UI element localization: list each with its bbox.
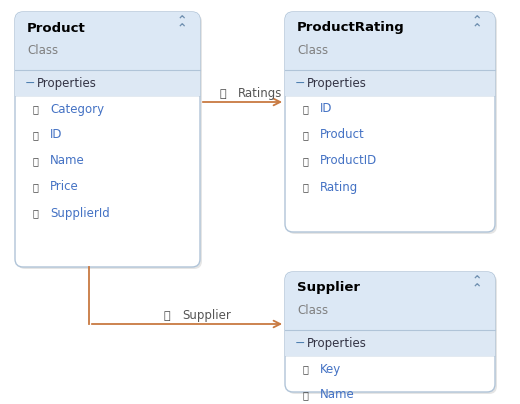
Text: Product: Product [27,21,86,34]
Text: Properties: Properties [37,76,97,90]
Text: 🔧: 🔧 [302,156,308,166]
Bar [15,41,200,70]
FancyBboxPatch shape [17,14,202,269]
Text: ID: ID [50,128,62,141]
Text: SupplierId: SupplierId [50,206,110,219]
Text: Key: Key [320,362,341,375]
Text: 🔧: 🔧 [302,364,308,374]
FancyBboxPatch shape [285,272,495,330]
Text: 🔧: 🔧 [164,311,171,321]
Text: Category: Category [50,103,104,116]
Text: ProductID: ProductID [320,154,377,168]
Text: 🔧: 🔧 [302,390,308,400]
Text: ⌃: ⌃ [472,276,482,288]
Text: 🔧: 🔧 [32,156,38,166]
Text: ⌃: ⌃ [472,15,482,29]
Bar [285,41,495,70]
FancyBboxPatch shape [285,12,495,70]
Text: 🔧: 🔧 [302,182,308,192]
Text: ProductRating: ProductRating [297,21,405,34]
Text: Class: Class [27,44,58,57]
Text: −: − [25,76,35,90]
FancyBboxPatch shape [287,14,497,234]
Text: −: − [295,337,306,349]
Bar [15,70,200,96]
Text: ⌃: ⌃ [177,15,187,29]
Text: 🔧: 🔧 [32,208,38,218]
Text: −: − [295,76,306,90]
Text: 🔧: 🔧 [32,104,38,114]
FancyBboxPatch shape [285,272,495,392]
Text: ID: ID [320,103,332,116]
Text: ⌃: ⌃ [472,284,482,297]
Text: Product: Product [320,128,365,141]
Text: Class: Class [297,44,328,57]
FancyBboxPatch shape [15,12,200,267]
Bar [285,330,495,356]
Text: Name: Name [320,389,355,402]
FancyBboxPatch shape [287,274,497,394]
Bar [285,301,495,330]
Text: Class: Class [297,303,328,316]
Text: Rating: Rating [320,181,358,194]
Text: 🔧: 🔧 [32,182,38,192]
Text: 🔧: 🔧 [302,104,308,114]
Text: ⌃: ⌃ [177,23,187,36]
Text: 🔧: 🔧 [219,89,226,99]
Text: 🔧: 🔧 [32,130,38,140]
Text: Ratings: Ratings [238,88,282,101]
Text: 🔧: 🔧 [302,130,308,140]
Text: Properties: Properties [307,76,367,90]
FancyBboxPatch shape [15,12,200,70]
Text: ⌃: ⌃ [472,23,482,36]
Text: Price: Price [50,181,79,194]
Text: Supplier: Supplier [297,282,360,295]
Text: Properties: Properties [307,337,367,349]
FancyBboxPatch shape [285,12,495,232]
Text: Name: Name [50,154,85,168]
Bar [285,70,495,96]
Text: Supplier: Supplier [182,309,231,322]
